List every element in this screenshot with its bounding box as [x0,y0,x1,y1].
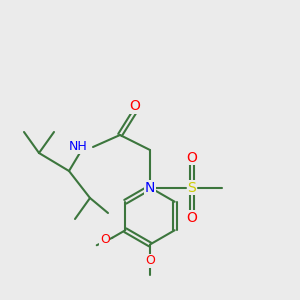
Text: O: O [187,151,197,164]
Text: O: O [130,100,140,113]
Text: O: O [145,254,155,268]
Text: NH: NH [68,140,87,154]
Text: S: S [188,181,196,194]
Text: O: O [100,233,110,246]
Text: O: O [187,211,197,224]
Text: N: N [145,181,155,194]
